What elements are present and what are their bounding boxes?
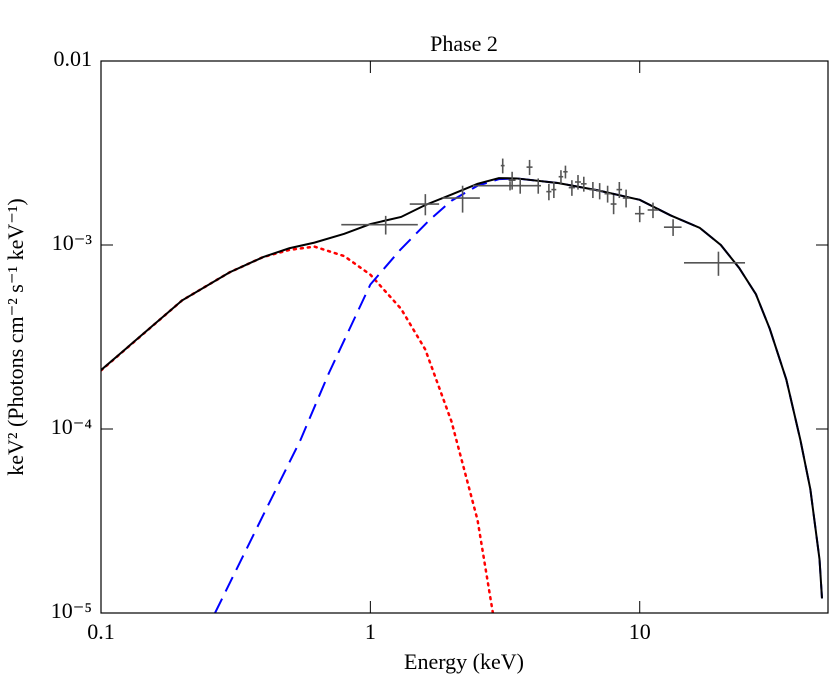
y-axis-label: keV² (Photons cm⁻² s⁻¹ keV⁻¹) [3,198,28,476]
plot-area [101,158,823,613]
y-tick-label: 10⁻⁵ [51,598,92,623]
plot-frame [100,60,829,614]
model-curve [101,177,823,599]
x-axis-label: Energy (keV) [404,649,524,674]
y-tick-label: 10⁻⁴ [51,414,93,439]
x-tick-label: 10 [629,619,651,644]
x-tick-label: 1 [365,619,376,644]
chart-title: Phase 2 [430,31,498,56]
y-tick-label: 0.01 [54,46,93,71]
x-tick-label: 0.1 [87,619,115,644]
model-curve [101,245,495,613]
y-tick-label: 10⁻³ [52,230,93,255]
